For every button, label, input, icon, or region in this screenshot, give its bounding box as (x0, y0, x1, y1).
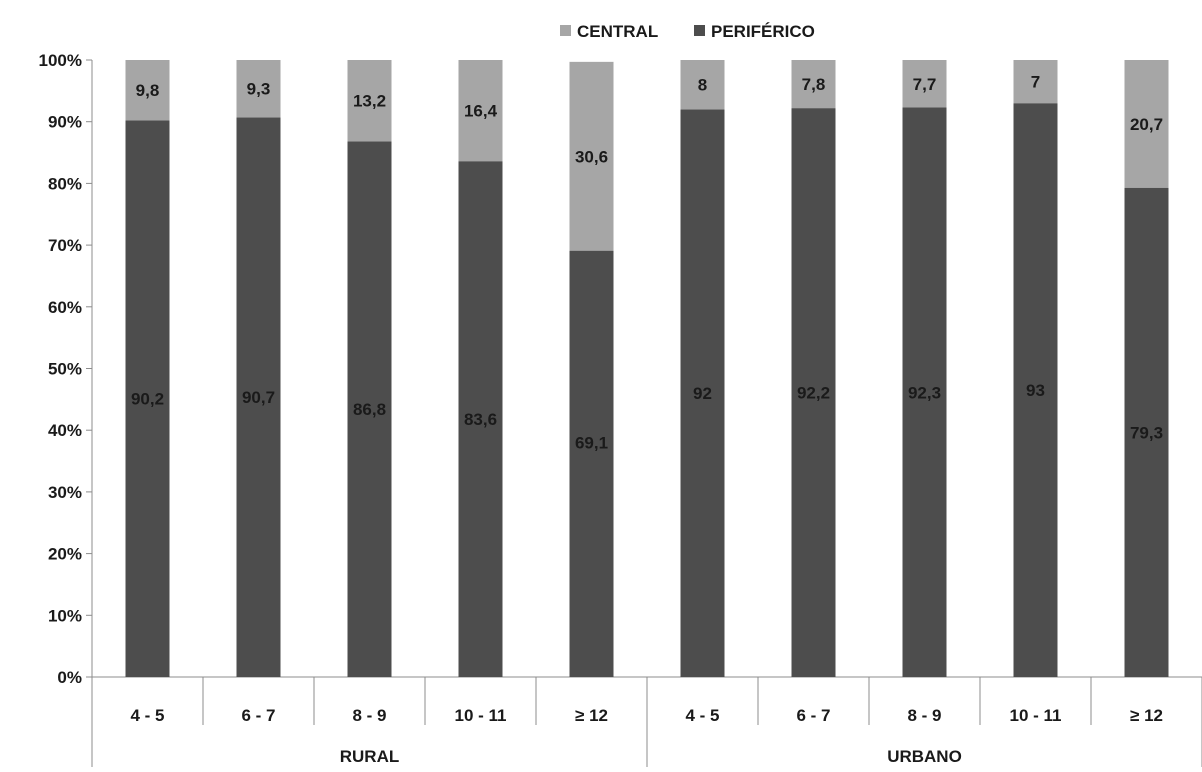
data-label: 7,8 (802, 75, 826, 94)
bar-segment (236, 117, 281, 678)
data-labels: 90,2 90,7 86,8 83,6 69,1 92 92,2 92,3 93 79,3 9,8 9… (131, 73, 1163, 453)
y-tick-label: 50% (48, 360, 82, 379)
bar-segment (791, 108, 836, 678)
x-tick-label: 6 - 7 (241, 706, 275, 725)
bar-segment (347, 141, 392, 678)
group-label: RURAL (340, 747, 400, 766)
x-tick-label: ≥ 12 (575, 706, 608, 725)
y-tick-label: 90% (48, 113, 82, 132)
x-tick-label: 10 - 11 (455, 706, 507, 725)
group-label: URBANO (887, 747, 962, 766)
x-tick-label: 4 - 5 (130, 706, 164, 725)
y-tick-label: 80% (48, 174, 82, 193)
data-label: 30,6 (575, 147, 608, 166)
y-tick-label: 60% (48, 298, 82, 317)
y-tick-label: 40% (48, 421, 82, 440)
legend-swatch (694, 25, 705, 36)
bar-segment (1124, 187, 1169, 677)
x-tick-label: 4 - 5 (685, 706, 719, 725)
y-tick-label: 30% (48, 483, 82, 502)
x-tick-label: 8 - 9 (907, 706, 941, 725)
bar-segment (569, 61, 614, 251)
y-tick-label: 70% (48, 236, 82, 255)
bar-segment (902, 60, 947, 108)
bar-segment (569, 250, 614, 677)
legend-label: PERIFÉRICO (711, 22, 815, 41)
x-tick-label: 10 - 11 (1010, 706, 1062, 725)
y-tick-label: 0% (57, 668, 82, 687)
bar-segment (458, 161, 503, 678)
x-tick-label: 6 - 7 (796, 706, 830, 725)
data-label: 90,7 (242, 388, 275, 407)
legend-label: CENTRAL (577, 22, 658, 41)
data-label: 20,7 (1130, 115, 1163, 134)
data-label: 93 (1026, 381, 1045, 400)
data-label: 92 (693, 384, 712, 403)
data-label: 92,3 (908, 383, 941, 402)
data-label: 79,3 (1130, 423, 1163, 442)
data-label: 92,2 (797, 384, 830, 403)
bar-segment (680, 60, 725, 110)
data-label: 16,4 (464, 102, 498, 121)
bar-segment (1124, 60, 1169, 188)
bar-segment (347, 60, 392, 142)
legend-swatch (560, 25, 571, 36)
y-tick-label: 10% (48, 606, 82, 625)
bars (125, 60, 1169, 678)
data-label: 86,8 (353, 400, 386, 419)
data-label: 7 (1031, 73, 1040, 92)
x-tick-label: ≥ 12 (1130, 706, 1163, 725)
bar-segment (236, 60, 281, 118)
data-label: 69,1 (575, 434, 608, 453)
data-label: 13,2 (353, 92, 386, 111)
data-label: 9,3 (247, 80, 271, 99)
bar-segment (125, 60, 170, 121)
bar-segment (1013, 60, 1058, 104)
data-label: 9,8 (136, 81, 160, 100)
y-tick-label: 100% (39, 51, 82, 70)
bar-segment (458, 60, 503, 162)
data-label: 83,6 (464, 410, 497, 429)
bar-segment (125, 120, 170, 677)
bar-segment (680, 109, 725, 678)
legend: CENTRAL PERIFÉRICO (560, 22, 815, 41)
bar-segment (791, 60, 836, 109)
y-tick-label: 20% (48, 545, 82, 564)
bar-segment (902, 107, 947, 677)
x-tick-label: 8 - 9 (352, 706, 386, 725)
data-label: 90,2 (131, 390, 164, 409)
bar-segment (1013, 103, 1058, 677)
data-label: 7,7 (913, 75, 937, 94)
data-label: 8 (698, 76, 707, 95)
